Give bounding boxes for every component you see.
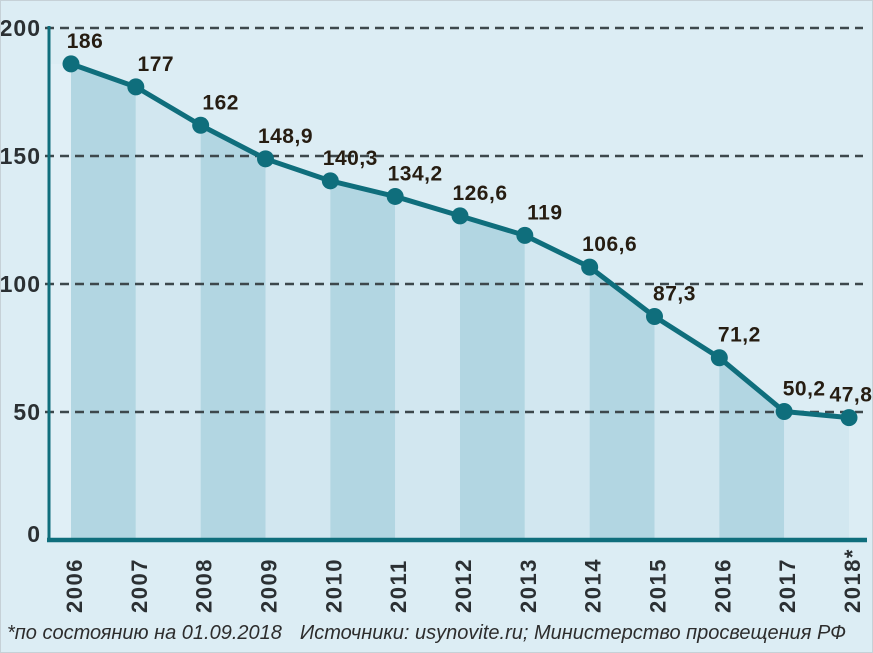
area-band: [330, 180, 396, 540]
data-point: [775, 402, 793, 420]
x-axis-label: 2015: [645, 558, 670, 613]
sources: Источники: usynovite.ru; Министерство пр…: [299, 622, 847, 644]
area-band: [654, 316, 720, 540]
value-label: 106,6: [582, 233, 637, 256]
x-axis-label: 2008: [192, 558, 217, 613]
area-band: [719, 357, 785, 540]
value-label: 134,2: [388, 162, 443, 185]
area-band: [524, 235, 590, 541]
value-label: 148,9: [258, 125, 313, 148]
chart-canvas: 0 50 100 150 200 186 177 162 148,9 140,3 134,2 126,…: [1, 15, 873, 613]
value-label: 119: [527, 201, 562, 224]
data-point: [321, 172, 339, 190]
y-axis-label: 0: [27, 521, 41, 547]
area-band: [395, 196, 460, 540]
data-point: [62, 55, 80, 73]
x-axis-label: 2006: [62, 558, 87, 613]
y-axis-label: 150: [1, 143, 41, 169]
area-band: [265, 158, 331, 541]
area-band: [784, 411, 849, 540]
value-label: 71,2: [718, 324, 761, 347]
x-axis-label: 2013: [516, 558, 541, 613]
x-axis-label: 2009: [256, 558, 281, 613]
x-axis-label: 2012: [451, 558, 476, 613]
x-axis-label: 2007: [127, 558, 152, 613]
area-band: [459, 215, 525, 541]
data-point: [192, 116, 210, 134]
data-point: [516, 226, 534, 244]
data-point: [710, 349, 728, 367]
x-axis-label: 2011: [386, 559, 411, 613]
data-point: [840, 409, 858, 427]
x-axis-label: 2017: [775, 558, 800, 613]
value-label: 47,8: [830, 384, 873, 407]
x-axis-label: 2016: [710, 558, 735, 613]
y-axis-label: 200: [1, 15, 41, 41]
data-point: [386, 187, 404, 205]
x-axis-label: 2018*: [840, 548, 865, 613]
area-band: [135, 86, 201, 540]
area-band: [589, 267, 655, 540]
value-label: 177: [138, 53, 175, 76]
data-point: [256, 150, 274, 168]
value-label: 186: [67, 30, 104, 53]
caption: *по состоянию на 01.09.2018 Источники: us…: [7, 622, 846, 645]
value-label: 50,2: [783, 377, 826, 400]
data-point: [581, 258, 599, 276]
value-label: 126,6: [452, 182, 507, 205]
value-label: 87,3: [653, 283, 696, 306]
value-label: 140,3: [323, 147, 378, 170]
area-band: [200, 125, 266, 540]
x-axis-label: 2010: [321, 558, 346, 613]
data-point: [645, 308, 663, 326]
y-axis-label: 50: [13, 399, 41, 425]
data-point: [127, 78, 145, 96]
x-axis-label: 2014: [581, 558, 606, 613]
value-label: 162: [202, 91, 239, 114]
area-band: [71, 63, 136, 541]
data-point: [451, 207, 469, 225]
footnote: *по состоянию на 01.09.2018: [7, 622, 282, 644]
area-band-edge: [49, 63, 71, 541]
y-axis-label: 100: [1, 271, 41, 297]
